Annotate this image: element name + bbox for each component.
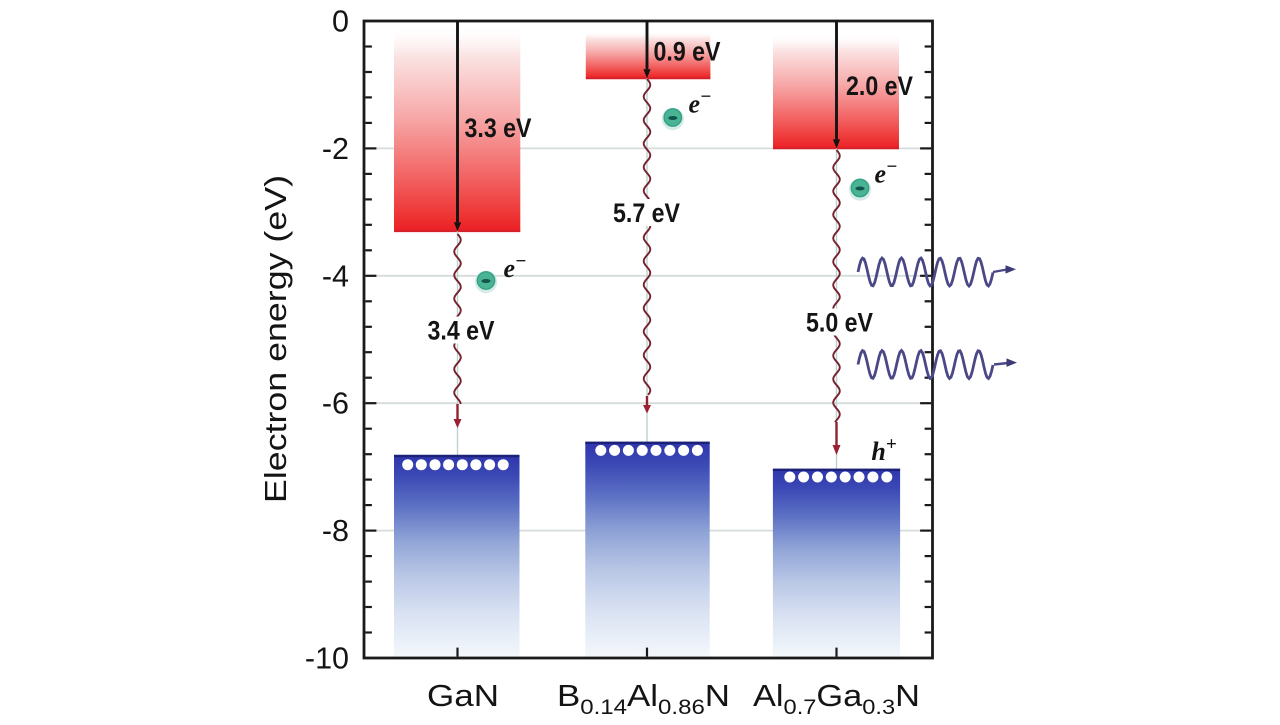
svg-text:3.3 eV: 3.3 eV <box>465 113 532 143</box>
svg-text:Electron energy (eV): Electron energy (eV) <box>259 175 293 503</box>
svg-text:5.7 eV: 5.7 eV <box>613 198 680 228</box>
svg-text:2.0 eV: 2.0 eV <box>846 71 913 101</box>
svg-text:-4: -4 <box>322 259 349 293</box>
svg-text:5.0 eV: 5.0 eV <box>806 308 873 338</box>
svg-text:3.4 eV: 3.4 eV <box>428 316 495 346</box>
svg-text:0.9 eV: 0.9 eV <box>654 37 721 67</box>
svg-text:-8: -8 <box>322 514 349 548</box>
svg-text:GaN: GaN <box>427 679 499 713</box>
svg-text:0: 0 <box>332 5 349 39</box>
svg-text:-2: -2 <box>322 132 349 166</box>
svg-text:-6: -6 <box>322 387 349 421</box>
svg-text:-10: -10 <box>305 642 349 676</box>
